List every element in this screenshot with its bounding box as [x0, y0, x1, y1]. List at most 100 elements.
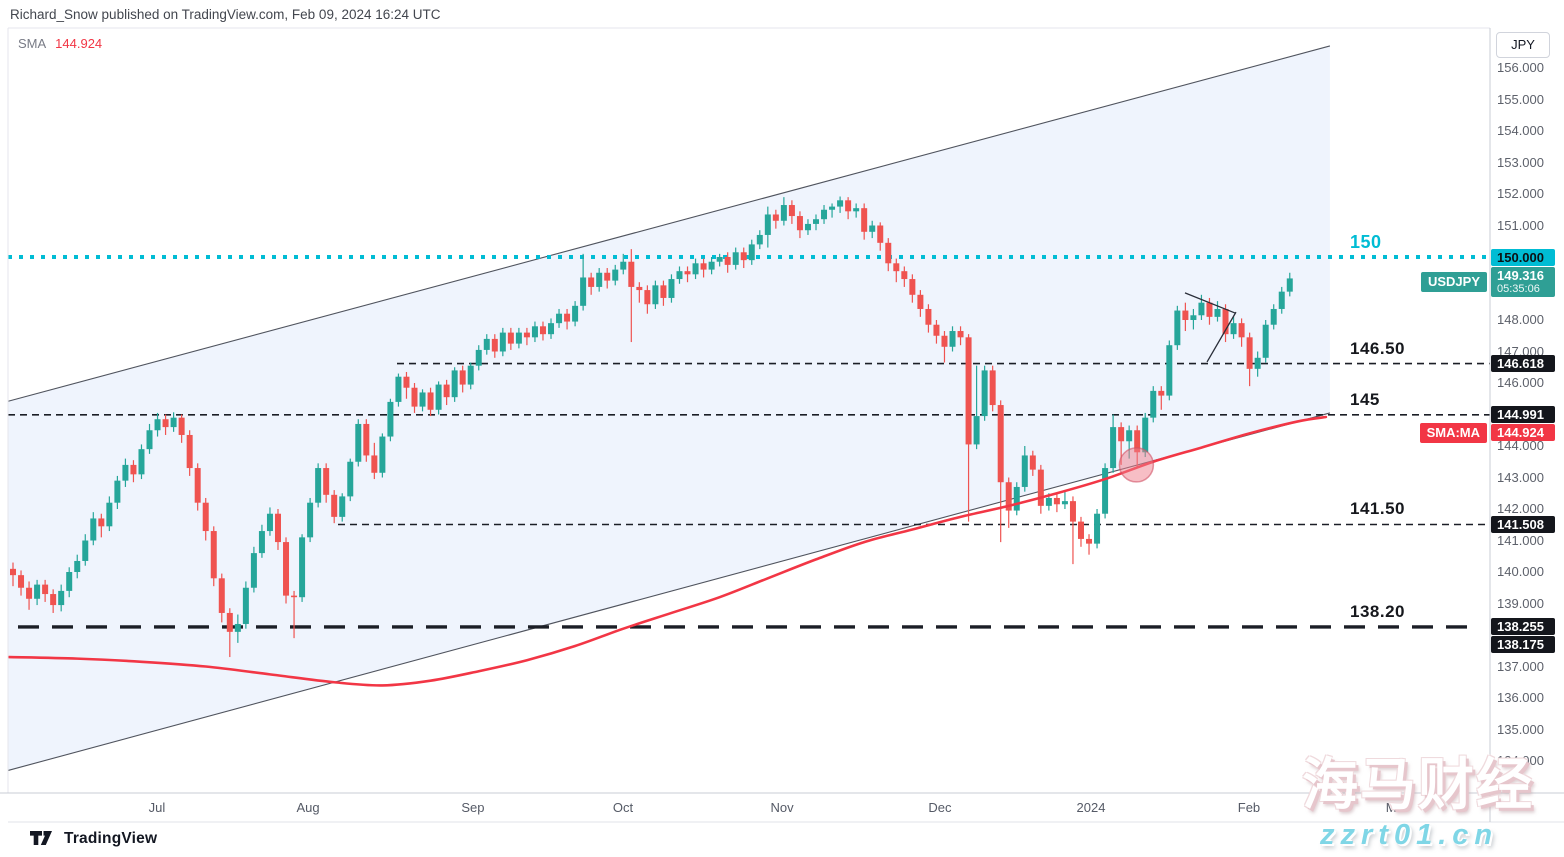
candle[interactable]	[395, 376, 402, 402]
candle[interactable]	[604, 272, 611, 281]
candle[interactable]	[339, 496, 346, 517]
candle[interactable]	[483, 338, 490, 350]
candle[interactable]	[154, 419, 161, 431]
candle[interactable]	[1182, 310, 1189, 320]
highlight-circle[interactable]	[1118, 447, 1155, 483]
candle[interactable]	[435, 384, 442, 410]
candle[interactable]	[363, 423, 370, 456]
candle[interactable]	[459, 370, 466, 385]
candle[interactable]	[323, 468, 330, 495]
candle[interactable]	[668, 279, 675, 298]
indicator-legend[interactable]: SMA 144.924	[18, 36, 102, 51]
candle[interactable]	[18, 575, 25, 588]
candle[interactable]	[1061, 501, 1068, 505]
candle[interactable]	[451, 370, 458, 398]
candle[interactable]	[796, 216, 803, 231]
candle[interactable]	[684, 271, 691, 275]
candle[interactable]	[242, 587, 249, 624]
candle[interactable]	[66, 572, 73, 591]
candle[interactable]	[499, 332, 506, 352]
candle[interactable]	[1286, 278, 1293, 292]
candle[interactable]	[885, 242, 892, 264]
candle[interactable]	[475, 349, 482, 366]
candle[interactable]	[1077, 521, 1084, 539]
candle[interactable]	[861, 208, 868, 232]
candle[interactable]	[556, 313, 563, 324]
candle[interactable]	[1021, 455, 1028, 487]
candle[interactable]	[507, 332, 514, 344]
candle[interactable]	[347, 461, 354, 497]
candle[interactable]	[748, 244, 755, 261]
candle[interactable]	[186, 434, 193, 469]
candle[interactable]	[965, 337, 972, 445]
candle[interactable]	[1142, 417, 1149, 453]
candle[interactable]	[419, 392, 426, 407]
candle[interactable]	[26, 587, 33, 599]
candle[interactable]	[1254, 357, 1261, 369]
candle[interactable]	[1069, 501, 1076, 522]
candle[interactable]	[299, 537, 306, 598]
candle[interactable]	[1005, 482, 1012, 511]
candle[interactable]	[74, 560, 81, 572]
candle[interactable]	[780, 205, 787, 221]
candle[interactable]	[146, 430, 153, 450]
candle[interactable]	[652, 285, 659, 305]
candle[interactable]	[973, 416, 980, 445]
candle[interactable]	[1230, 323, 1237, 335]
candle[interactable]	[636, 286, 643, 291]
candle[interactable]	[1102, 468, 1109, 514]
candle[interactable]	[700, 263, 707, 270]
candle[interactable]	[387, 401, 394, 437]
candle[interactable]	[1262, 324, 1269, 358]
candle[interactable]	[917, 294, 924, 309]
candle[interactable]	[1278, 291, 1285, 309]
candle[interactable]	[491, 338, 498, 352]
candle[interactable]	[218, 578, 225, 613]
candle[interactable]	[588, 277, 595, 287]
candle[interactable]	[331, 494, 338, 517]
candle[interactable]	[580, 277, 587, 306]
candle[interactable]	[50, 594, 57, 606]
candle[interactable]	[804, 223, 811, 231]
candle[interactable]	[981, 370, 988, 417]
candle[interactable]	[596, 272, 603, 287]
candle[interactable]	[34, 584, 41, 599]
candle[interactable]	[620, 261, 627, 270]
candle[interactable]	[1053, 497, 1060, 505]
candle[interactable]	[266, 513, 273, 532]
candle[interactable]	[291, 595, 298, 598]
candle[interactable]	[234, 623, 241, 632]
channel-upper-line[interactable]	[8, 45, 1331, 402]
candle[interactable]	[226, 612, 233, 632]
candle[interactable]	[1045, 497, 1052, 506]
candle[interactable]	[1198, 302, 1205, 316]
candle[interactable]	[315, 468, 322, 503]
candle[interactable]	[283, 542, 290, 596]
candle[interactable]	[644, 290, 651, 305]
candle[interactable]	[933, 324, 940, 336]
candle[interactable]	[98, 518, 105, 527]
candle[interactable]	[837, 200, 844, 207]
candle[interactable]	[997, 405, 1004, 483]
candle[interactable]	[202, 502, 209, 532]
candle[interactable]	[1037, 469, 1044, 506]
candle[interactable]	[58, 590, 65, 606]
candle[interactable]	[42, 584, 49, 595]
candle[interactable]	[443, 384, 450, 398]
candle[interactable]	[1190, 315, 1197, 320]
candle[interactable]	[572, 305, 579, 322]
candle[interactable]	[893, 263, 900, 272]
candle[interactable]	[427, 392, 434, 410]
candle[interactable]	[515, 332, 522, 344]
candle[interactable]	[813, 219, 819, 224]
candle[interactable]	[1166, 345, 1173, 396]
channel-lower-line[interactable]	[8, 412, 1331, 771]
candle[interactable]	[106, 502, 113, 527]
tradingview-logo-icon[interactable]	[30, 831, 56, 847]
candle[interactable]	[772, 214, 779, 221]
candle[interactable]	[957, 331, 964, 338]
candle[interactable]	[692, 263, 699, 275]
candle[interactable]	[853, 208, 860, 212]
candle[interactable]	[740, 252, 747, 261]
